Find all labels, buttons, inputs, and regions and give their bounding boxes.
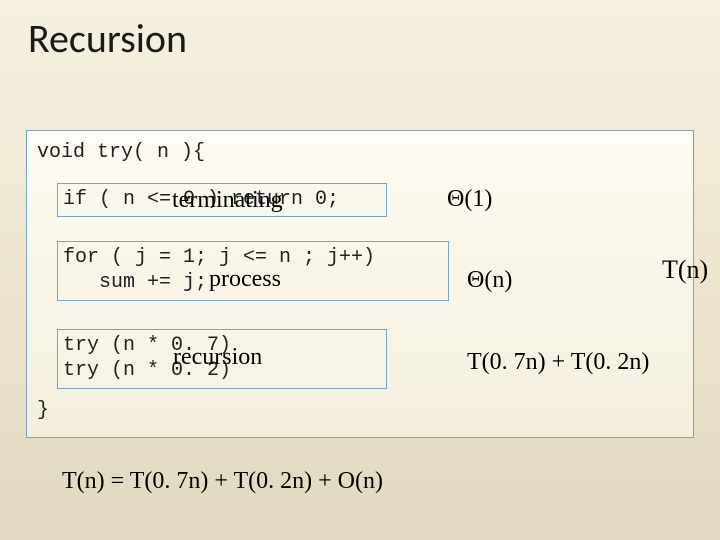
annot-theta1: Θ(1) <box>447 186 492 213</box>
code-sum: sum += j; <box>63 271 207 294</box>
code-sig: void try( n ){ <box>37 141 205 164</box>
overlay-terminating: terminating <box>172 187 283 214</box>
annot-thetan: Θ(n) <box>467 267 512 294</box>
annot-tsum: T(0. 7n) + T(0. 2n) <box>467 349 649 376</box>
code-panel: void try( n ){ if ( n <= 0 ) return 0; t… <box>26 130 694 438</box>
annot-tn: T(n) <box>662 255 708 285</box>
overlay-recursion: recursion <box>173 344 262 371</box>
slide-title: Recursion <box>0 0 720 63</box>
equation: T(n) = T(0. 7n) + T(0. 2n) + O(n) <box>62 468 383 495</box>
overlay-process: process <box>209 266 281 293</box>
code-close: } <box>37 399 49 422</box>
